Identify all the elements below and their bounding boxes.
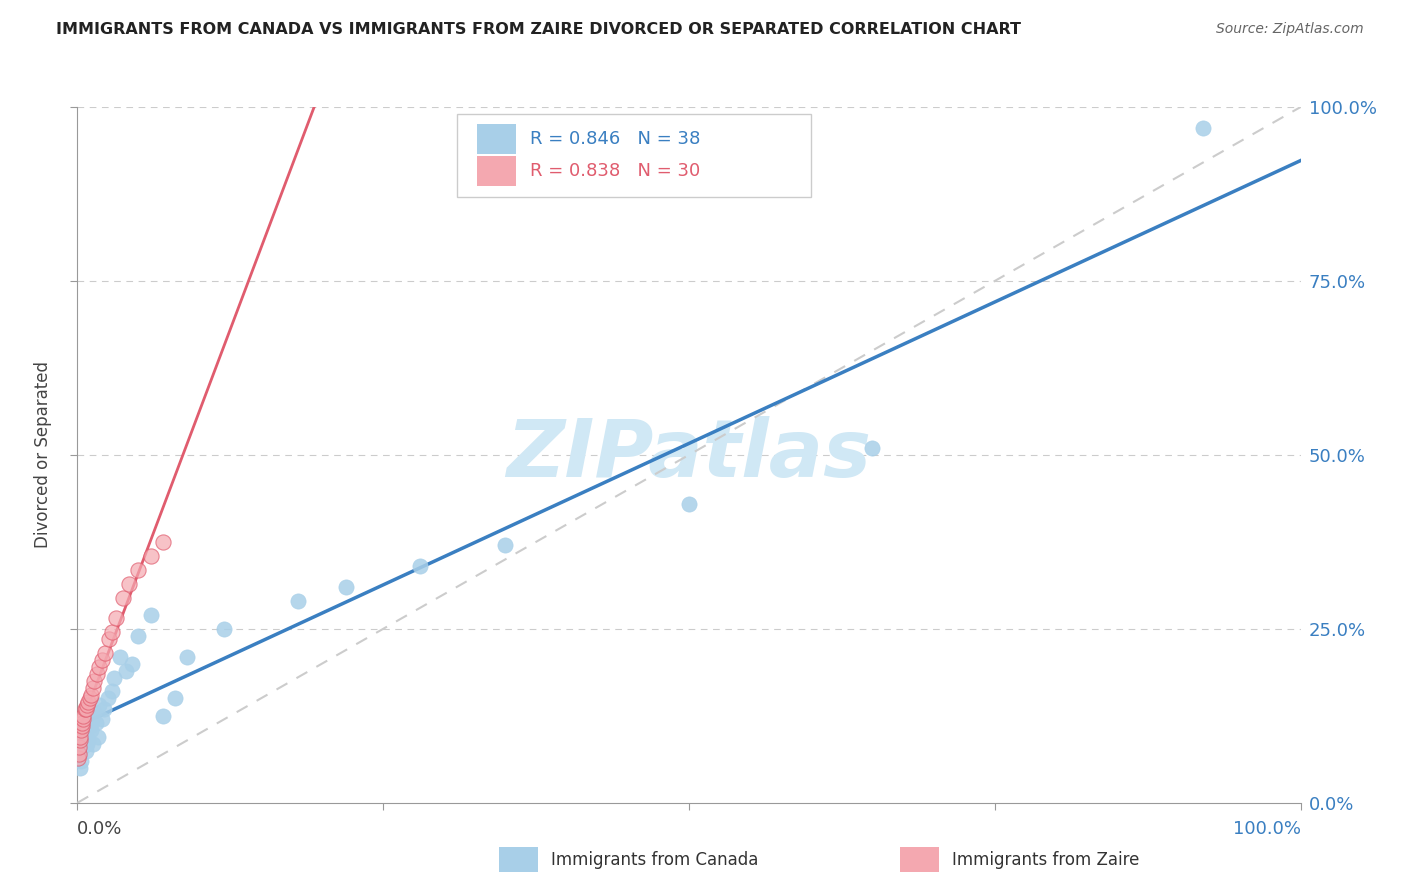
Point [128, 629, 150, 643]
Point [118, 576, 141, 591]
Point [70, 715, 93, 730]
Point [72, 712, 94, 726]
Point [139, 607, 162, 622]
Point [152, 534, 174, 549]
Point [495, 538, 517, 552]
Point [678, 497, 700, 511]
Text: Immigrants from Canada: Immigrants from Canada [551, 851, 758, 869]
Text: Immigrants from Zaire: Immigrants from Zaire [952, 851, 1139, 869]
Point [72, 733, 94, 747]
Point [80, 712, 103, 726]
Point [70, 754, 93, 768]
Point [97, 691, 120, 706]
Point [80, 723, 103, 737]
Point [98, 632, 121, 647]
Point [94, 646, 117, 660]
Text: R = 0.846   N = 38: R = 0.846 N = 38 [530, 130, 700, 148]
Bar [477, 124, 516, 153]
Point [69, 730, 91, 744]
Y-axis label: Divorced or Separated: Divorced or Separated [34, 361, 52, 549]
Point [67, 747, 90, 761]
Point [77, 695, 100, 709]
Point [86, 667, 108, 681]
Point [70, 740, 93, 755]
Text: R = 0.838   N = 30: R = 0.838 N = 30 [530, 162, 700, 180]
Point [72, 708, 94, 723]
Point [70, 719, 93, 733]
Point [69, 761, 91, 775]
FancyBboxPatch shape [457, 114, 811, 197]
Point [115, 664, 138, 678]
Point [79, 691, 101, 706]
Point [862, 441, 884, 455]
Point [79, 719, 101, 733]
Point [83, 674, 105, 689]
Point [105, 611, 128, 625]
Point [75, 702, 97, 716]
Point [73, 730, 96, 744]
Point [77, 733, 100, 747]
Text: 100.0%: 100.0% [1233, 820, 1301, 838]
Point [89, 660, 111, 674]
Point [108, 649, 131, 664]
Point [287, 594, 309, 608]
Point [75, 744, 97, 758]
Point [66, 750, 89, 764]
Point [76, 698, 98, 713]
Point [139, 549, 162, 563]
Point [165, 691, 187, 706]
Point [409, 559, 432, 574]
Point [90, 653, 112, 667]
Point [152, 708, 174, 723]
Point [73, 702, 96, 716]
Text: 0.0%: 0.0% [77, 820, 122, 838]
Point [100, 684, 122, 698]
Point [67, 740, 90, 755]
Point [80, 688, 103, 702]
Point [87, 730, 110, 744]
Point [90, 712, 112, 726]
Point [69, 733, 91, 747]
Point [103, 671, 125, 685]
Point [70, 723, 93, 737]
Point [89, 698, 111, 713]
Point [82, 681, 104, 695]
Point [121, 657, 143, 671]
Point [335, 580, 357, 594]
Point [176, 649, 198, 664]
Text: Source: ZipAtlas.com: Source: ZipAtlas.com [1216, 22, 1364, 37]
Point [212, 622, 235, 636]
Point [1191, 120, 1213, 135]
Point [76, 737, 98, 751]
Point [67, 747, 90, 761]
Point [84, 715, 107, 730]
Point [128, 563, 150, 577]
Point [93, 702, 115, 716]
Text: IMMIGRANTS FROM CANADA VS IMMIGRANTS FROM ZAIRE DIVORCED OR SEPARATED CORRELATIO: IMMIGRANTS FROM CANADA VS IMMIGRANTS FRO… [56, 22, 1021, 37]
Bar [477, 156, 516, 186]
Point [83, 706, 105, 720]
Point [82, 737, 104, 751]
Text: ZIPatlas: ZIPatlas [506, 416, 872, 494]
Point [111, 591, 134, 605]
Point [100, 625, 122, 640]
